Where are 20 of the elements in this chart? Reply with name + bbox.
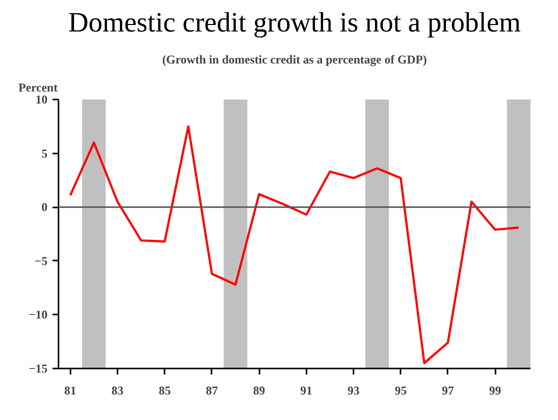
chart-subtitle: (Growth in domestic credit as a percentage of GDP): [162, 52, 427, 66]
y-tick-label: 10: [36, 92, 48, 106]
y-tick-label: 5: [42, 146, 48, 160]
x-tick-label: 97: [442, 384, 454, 398]
chart-title: Domestic credit growth is not a problem: [68, 8, 522, 38]
x-tick-label: 85: [158, 384, 171, 398]
y-tick-label: −10: [28, 308, 48, 322]
x-tick-label: 81: [64, 384, 76, 398]
y-tick-label: −15: [28, 362, 48, 376]
x-tick-label: 87: [206, 384, 218, 398]
y-axis-title: Percent: [18, 80, 58, 94]
x-tick-label: 89: [253, 384, 266, 398]
line-series: [69, 125, 520, 364]
x-tick-label: 91: [300, 384, 312, 398]
x-tick-label: 99: [489, 384, 502, 398]
x-tick-label: 83: [112, 384, 124, 398]
y-tick-label: 0: [42, 200, 48, 214]
y-tick-label: −5: [34, 254, 48, 268]
x-tick-label: 93: [348, 384, 360, 398]
x-tick-label: 95: [394, 384, 407, 398]
